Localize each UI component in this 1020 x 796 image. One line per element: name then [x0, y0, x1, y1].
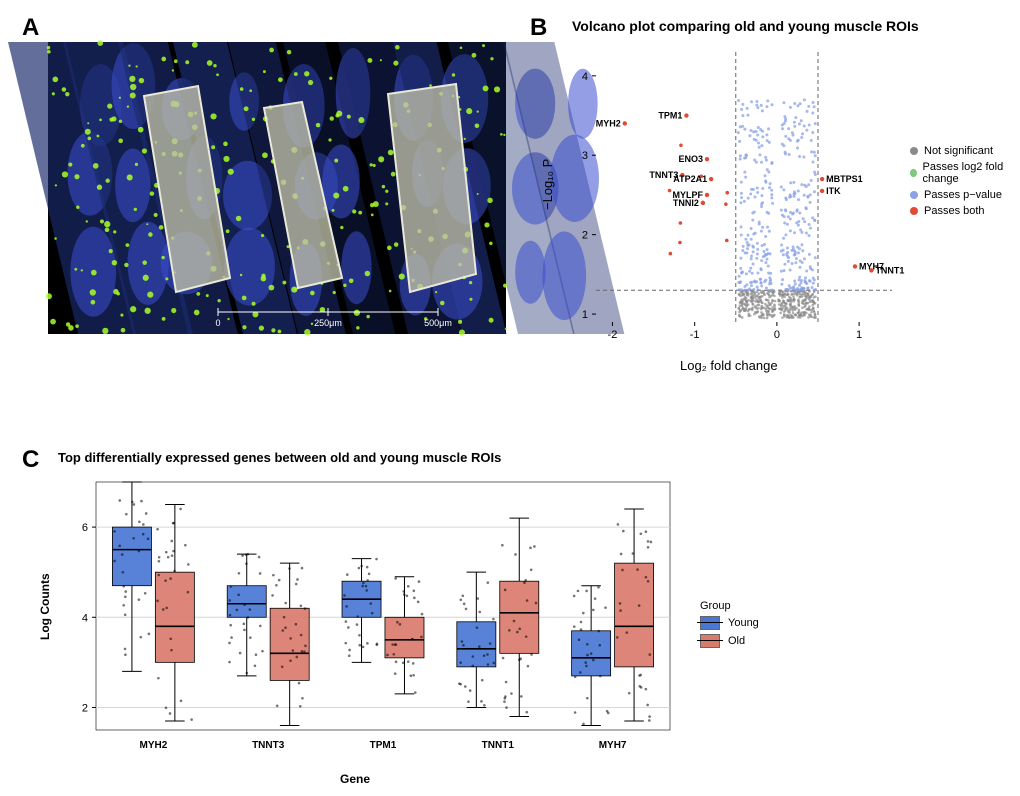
svg-text:4: 4 [582, 71, 588, 83]
svg-text:MYH2: MYH2 [596, 118, 621, 128]
svg-text:500μm: 500μm [424, 318, 452, 328]
svg-text:250μm: 250μm [314, 318, 342, 328]
panel-c-title: Top differentially expressed genes betwe… [58, 450, 501, 465]
svg-text:6: 6 [82, 522, 88, 534]
panel-c-label: C [22, 446, 39, 474]
panel-c-ylabel: Log Counts [38, 573, 52, 640]
svg-text:TNNT1: TNNT1 [875, 265, 904, 275]
panel-c-xlabel: Gene [340, 772, 370, 786]
svg-text:3: 3 [582, 150, 588, 162]
panel-a-image: 0 250μm 500μm [48, 42, 506, 334]
svg-text:MBTPS1: MBTPS1 [826, 174, 863, 184]
svg-text:0: 0 [774, 329, 780, 341]
svg-text:2: 2 [582, 230, 588, 242]
panel-b-label: B [530, 14, 547, 42]
panel-b-ylabel: −Log₁₀ P [540, 159, 555, 210]
svg-text:0: 0 [215, 318, 220, 328]
svg-text:1: 1 [582, 309, 588, 321]
svg-text:-1: -1 [690, 329, 700, 341]
panel-b-title: Volcano plot comparing old and young mus… [572, 18, 919, 34]
panel-c-legend: GroupYoungOld [700, 600, 759, 652]
panel-b-xlabel: Log₂ fold change [680, 358, 778, 373]
svg-text:TNNT3: TNNT3 [252, 740, 285, 751]
volcano-plot: MYH2TPM1ENO3TNNT3ATP2A1MYLPFTNNI2MBTPS1I… [566, 48, 896, 348]
svg-text:ENO3: ENO3 [678, 154, 703, 164]
svg-text:TNNT1: TNNT1 [482, 740, 515, 751]
svg-text:MYH2: MYH2 [140, 740, 168, 751]
boxplot: 2 4 6 MYH2 TNNT3 TPM1 TNNT1 MYH7 [62, 476, 676, 760]
panel-a-label: A [22, 14, 39, 42]
panel-b-legend: Not significantPasses log2 fold changePa… [910, 145, 1020, 221]
svg-text:1: 1 [856, 329, 862, 341]
svg-text:TPM1: TPM1 [370, 740, 397, 751]
svg-text:ITK: ITK [826, 186, 841, 196]
svg-text:TPM1: TPM1 [658, 111, 682, 121]
svg-text:ATP2A1: ATP2A1 [673, 174, 707, 184]
svg-text:MYH7: MYH7 [599, 740, 627, 751]
svg-text:TNNI2: TNNI2 [673, 198, 699, 208]
svg-text:4: 4 [82, 612, 88, 624]
svg-text:2: 2 [82, 702, 88, 714]
svg-text:-2: -2 [608, 329, 618, 341]
